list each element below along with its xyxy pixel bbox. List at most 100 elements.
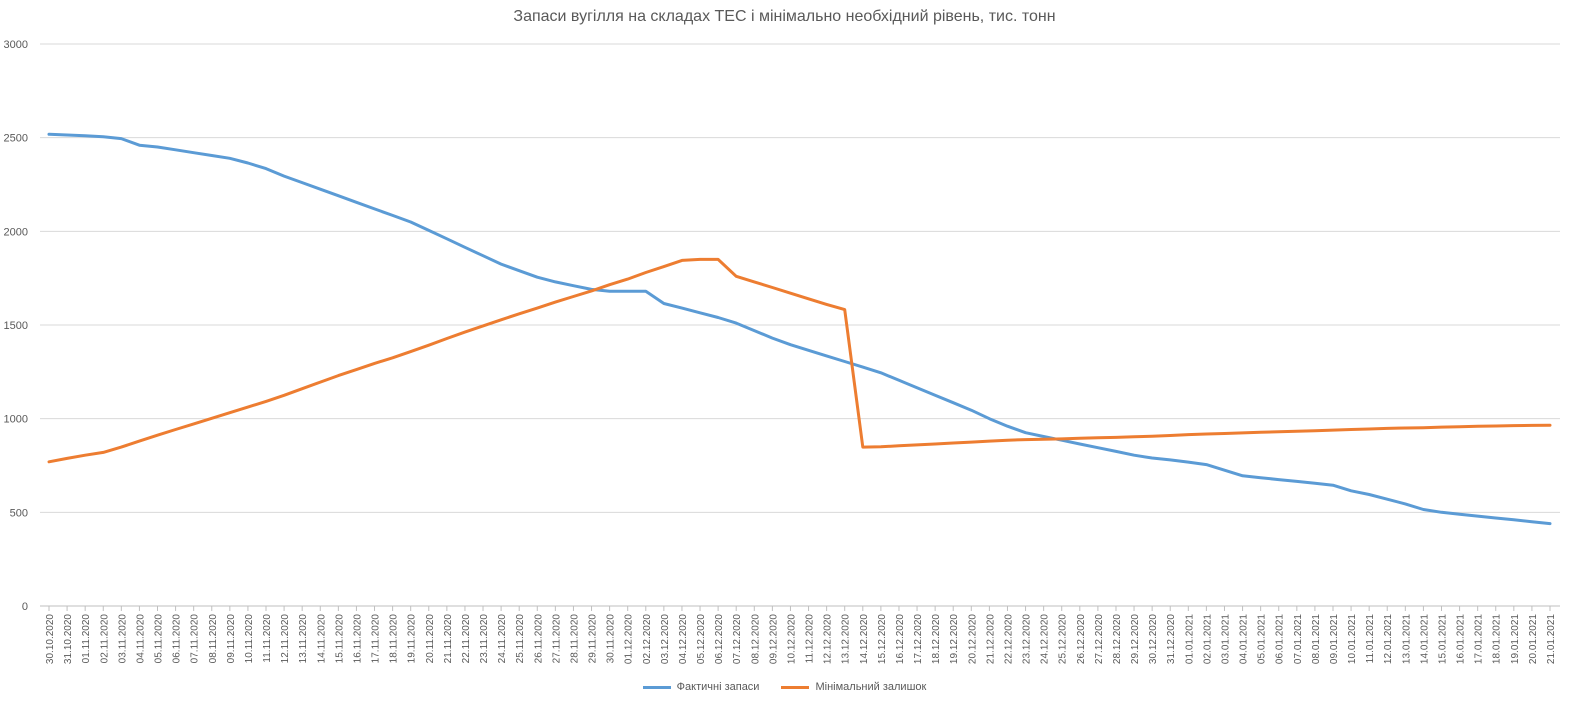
x-tick-label: 31.12.2020: [1166, 614, 1177, 664]
x-tick-label: 28.12.2020: [1112, 614, 1123, 664]
x-tick-label: 11.12.2020: [805, 614, 816, 664]
x-tick-label: 25.11.2020: [515, 614, 526, 664]
x-tick-label: 12.11.2020: [280, 614, 291, 664]
x-tick-label: 30.11.2020: [606, 614, 617, 664]
x-tick-label: 04.01.2021: [1239, 614, 1250, 664]
x-tick-label: 23.12.2020: [1022, 614, 1033, 664]
legend: Фактичні запаси Мінімальний залишок: [0, 681, 1569, 693]
x-tick-label: 31.10.2020: [63, 614, 74, 664]
x-tick-label: 07.01.2021: [1293, 614, 1304, 664]
x-tick-label: 21.11.2020: [443, 614, 454, 664]
x-tick-label: 03.01.2021: [1220, 614, 1231, 664]
legend-swatch-actual: [642, 685, 671, 689]
x-tick-label: 12.12.2020: [823, 614, 834, 664]
x-tick-label: 01.11.2020: [81, 614, 92, 664]
x-tick-label: 17.12.2020: [913, 614, 924, 664]
x-tick-label: 09.12.2020: [768, 614, 779, 664]
x-tick-label: 17.11.2020: [371, 614, 382, 664]
x-tick-label: 16.11.2020: [352, 614, 363, 664]
x-tick-label: 03.11.2020: [117, 614, 128, 664]
y-tick-label: 2500: [4, 133, 28, 145]
series-line-actual: [47, 132, 1552, 526]
x-tick-label: 20.11.2020: [425, 614, 436, 664]
x-tick-label: 11.01.2021: [1365, 614, 1376, 664]
x-tick-label: 10.01.2021: [1347, 614, 1358, 664]
x-tick-label: 01.01.2021: [1184, 614, 1195, 664]
x-tick-label: 26.12.2020: [1076, 614, 1087, 664]
x-tick-label: 05.11.2020: [154, 614, 165, 664]
x-tick-label: 04.12.2020: [678, 614, 689, 664]
x-tick-label: 02.11.2020: [99, 614, 110, 664]
x-tick-label: 13.12.2020: [841, 614, 852, 664]
x-tick-label: 22.12.2020: [1003, 614, 1014, 664]
x-tick-label: 08.01.2021: [1311, 614, 1322, 664]
x-tick-label: 24.12.2020: [1040, 614, 1051, 664]
x-tick-label: 02.12.2020: [642, 614, 653, 664]
x-tick-label: 29.11.2020: [588, 614, 599, 664]
legend-item-actual: Фактичні запаси: [642, 681, 760, 693]
x-tick-label: 20.12.2020: [967, 614, 978, 664]
x-tick-label: 30.12.2020: [1148, 614, 1159, 664]
y-tick-label: 2000: [4, 226, 28, 238]
x-tick-label: 12.01.2021: [1383, 614, 1394, 664]
x-tick-label: 13.11.2020: [298, 614, 309, 664]
x-tick-label: 05.01.2021: [1257, 614, 1268, 664]
x-tick-label: 08.11.2020: [208, 614, 219, 664]
x-tick-label: 11.11.2020: [262, 614, 273, 663]
x-tick-label: 09.01.2021: [1329, 614, 1340, 664]
legend-label-actual: Фактичні запаси: [676, 681, 760, 693]
x-tick-label: 23.11.2020: [479, 614, 490, 664]
x-tick-label: 18.11.2020: [389, 614, 400, 664]
y-tick-label: 1500: [4, 320, 28, 332]
x-tick-label: 15.01.2021: [1437, 614, 1448, 664]
x-tick-label: 19.12.2020: [949, 614, 960, 664]
x-tick-label: 02.01.2021: [1202, 614, 1213, 664]
chart-title: Запаси вугілля на складах ТЕС і мінімаль…: [513, 8, 1056, 25]
x-tick-label: 15.11.2020: [334, 614, 345, 664]
x-tick-label: 29.12.2020: [1130, 614, 1141, 664]
x-tick-label: 30.10.2020: [45, 614, 56, 664]
x-tick-label: 07.12.2020: [732, 614, 743, 664]
y-tick-label: 3000: [4, 39, 28, 51]
legend-label-minimum: Мінімальний залишок: [815, 681, 927, 693]
x-tick-label: 10.12.2020: [786, 614, 797, 664]
y-tick-label: 500: [10, 507, 28, 519]
x-tick-label: 25.12.2020: [1058, 614, 1069, 664]
x-tick-label: 05.12.2020: [696, 614, 707, 664]
y-tick-label: 1000: [4, 414, 28, 426]
x-tick-label: 28.11.2020: [569, 614, 580, 664]
x-tick-label: 14.01.2021: [1419, 614, 1430, 664]
x-tick-label: 26.11.2020: [533, 614, 544, 664]
x-tick-label: 22.11.2020: [461, 614, 472, 664]
x-tick-label: 16.01.2021: [1456, 614, 1467, 664]
x-tick-label: 18.01.2021: [1492, 614, 1503, 664]
gridlines: [40, 43, 1560, 513]
x-tick-label: 21.12.2020: [985, 614, 996, 664]
x-tick-label: 14.12.2020: [859, 614, 870, 664]
x-tick-label: 04.11.2020: [135, 614, 146, 664]
x-tick-label: 01.12.2020: [624, 614, 635, 664]
x-tick-label: 19.11.2020: [407, 614, 418, 664]
x-tick-label: 15.12.2020: [877, 614, 888, 664]
x-tick-label: 16.12.2020: [895, 614, 906, 664]
x-axis: [40, 605, 1560, 611]
series-lines: [47, 132, 1552, 526]
y-tick-label: 0: [22, 601, 28, 613]
x-tick-label: 07.11.2020: [190, 614, 201, 664]
x-tick-label: 24.11.2020: [497, 614, 508, 664]
x-tick-label: 21.01.2021: [1546, 614, 1557, 664]
y-axis-tick-labels: 0 500 1000 1500 2000 2500 3000: [4, 39, 28, 613]
x-tick-label: 06.12.2020: [714, 614, 725, 664]
x-tick-label: 08.12.2020: [750, 614, 761, 664]
x-tick-label: 18.12.2020: [931, 614, 942, 664]
x-tick-label: 09.11.2020: [226, 614, 237, 664]
series-line-minimum: [47, 257, 1552, 464]
x-tick-label: 20.01.2021: [1528, 614, 1539, 664]
x-tick-label: 10.11.2020: [244, 614, 255, 664]
x-tick-label: 13.01.2021: [1401, 614, 1412, 664]
x-tick-label: 19.01.2021: [1510, 614, 1521, 664]
x-tick-label: 14.11.2020: [316, 614, 327, 664]
x-axis-tick-labels: 30.10.2020 31.10.2020 01.11.2020 02.11.2020…: [45, 614, 1557, 664]
x-tick-label: 06.01.2021: [1275, 614, 1286, 664]
